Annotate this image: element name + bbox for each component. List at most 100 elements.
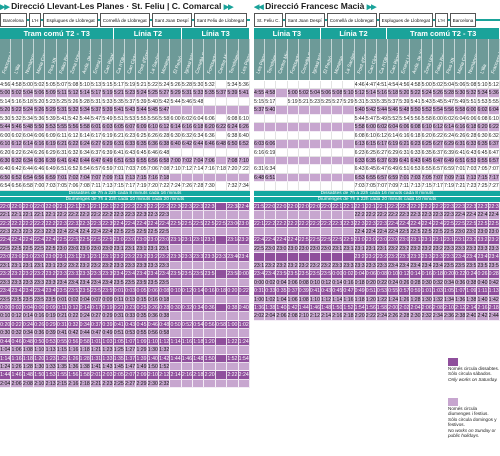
time-cell: 1:11 xyxy=(477,287,489,296)
time-cell xyxy=(276,148,288,157)
time-cell: 6:24 xyxy=(22,148,35,157)
time-cell: 6:15 xyxy=(365,140,377,149)
time-cell: 6:32 xyxy=(488,131,500,141)
time-cell: 2:30 xyxy=(147,379,160,389)
time-cell: 6:50 xyxy=(227,140,239,149)
time-cell: 23:27 xyxy=(376,253,389,262)
time-cell: 5:27 xyxy=(159,89,171,98)
time-cell: 6:22 xyxy=(11,148,23,157)
time-cell: 1:58 xyxy=(376,303,389,313)
time-cell: 5:34 xyxy=(22,114,35,124)
table-row: 21:5922:0022:0122:0322:0522:0722:0922:11… xyxy=(254,202,500,212)
time-cell: 23:39 xyxy=(102,270,114,279)
time-cell: 0:12 xyxy=(181,287,194,296)
time-cell: 1:28 xyxy=(79,354,91,363)
time-cell: 6:00 xyxy=(0,131,12,141)
stop-column-header: Centre Miquel xyxy=(276,39,288,81)
time-cell: 5:34 xyxy=(79,106,91,115)
time-cell: 2:44 xyxy=(488,312,500,321)
time-cell: 1:44 xyxy=(298,303,310,313)
time-cell: 1:48 xyxy=(321,303,333,313)
time-cell: 1:08 xyxy=(298,295,310,304)
time-cell: 6:36 xyxy=(204,131,216,141)
timetable-grid-morning: 4:46 4:47 4:51 4:54 4:56 4:58 5:00 5:02 5:04 5:06… xyxy=(254,81,500,191)
time-cell: 4:58 xyxy=(11,81,23,90)
time-cell: 5:49 xyxy=(376,114,389,124)
time-cell: 23:55 xyxy=(136,278,148,288)
time-cell: 6:31 xyxy=(113,140,125,149)
time-cell: 22:19 xyxy=(376,202,389,212)
time-cell: 1:36 xyxy=(254,303,266,313)
time-cell: 0:34 xyxy=(79,320,91,330)
time-cell: 22:45 xyxy=(136,219,148,228)
time-cell: 6:16 xyxy=(399,131,411,141)
time-cell: 23:41 xyxy=(113,270,125,279)
time-cell xyxy=(204,106,216,115)
time-cell: 6:03 xyxy=(254,140,266,149)
stop-column-header: Cornellà Centre xyxy=(193,39,205,81)
time-cell: 22:04 xyxy=(22,202,35,212)
time-cell: 6:22 xyxy=(215,123,228,132)
stop-name: Palau Reial xyxy=(435,49,444,75)
time-cell: 22:58 xyxy=(159,228,171,237)
time-cell: 5:17 xyxy=(265,97,277,107)
time-cell: 6:59 xyxy=(45,173,57,183)
stop-name: Numància xyxy=(25,52,35,75)
time-cell: 6:04 xyxy=(488,106,500,115)
time-cell: 5:16 xyxy=(11,97,23,107)
station-box: Cornellà de Llobregat xyxy=(326,13,377,27)
time-cell xyxy=(298,123,310,132)
time-cell: 1:26 xyxy=(399,295,411,304)
time-cell: 6:47 xyxy=(90,156,103,166)
time-cell: 2:16 xyxy=(68,379,80,389)
time-cell xyxy=(170,148,182,157)
time-cell: 5:27 xyxy=(332,97,344,107)
time-cell: 23:02 xyxy=(11,253,23,262)
table-row: 6:00 6:02 6:04 6:06 6:09 6:11 6:12 6:14 6:17 6:19… xyxy=(0,131,250,141)
time-cell: 7:00 xyxy=(170,156,182,166)
time-cell: 0:44 xyxy=(79,329,91,338)
time-cell: 0:18 xyxy=(354,278,366,288)
time-cell xyxy=(343,253,355,262)
time-cell xyxy=(238,173,250,183)
time-cell: 22:09 xyxy=(321,202,333,212)
time-cell: 23:32 xyxy=(181,253,194,262)
time-cell: 6:50 xyxy=(0,173,12,183)
time-cell: 0:55 xyxy=(56,337,69,347)
time-cell: 22:47 xyxy=(488,211,500,220)
time-cell xyxy=(287,114,299,124)
time-cell: 5:34 xyxy=(477,89,489,98)
time-cell: 22:47 xyxy=(376,228,389,237)
time-cell: 1:22 xyxy=(227,337,239,347)
time-cell: 0:45 xyxy=(136,320,148,330)
time-cell: 6:55 xyxy=(477,156,489,166)
time-cell: 1:44 xyxy=(170,354,182,363)
time-cell: 0:38 xyxy=(227,303,239,313)
time-cell: 22:55 xyxy=(466,219,478,228)
time-cell: 6:46 xyxy=(147,148,160,157)
time-cell: 22:53 xyxy=(455,219,467,228)
time-cell: 5:50 xyxy=(34,123,46,132)
time-cell: 22:06 xyxy=(34,202,46,212)
time-cell: 2:26 xyxy=(388,312,400,321)
time-cell xyxy=(204,173,216,183)
stop-column-header: Fontsanta xyxy=(204,39,216,81)
time-cell: 5:35 xyxy=(204,89,216,98)
time-cell: 5:10 xyxy=(477,81,489,90)
station-box: L'H xyxy=(434,13,448,27)
time-cell: 22:25 xyxy=(136,202,148,212)
time-cell: 6:12 xyxy=(68,131,80,141)
time-cell: 2:42 xyxy=(477,312,489,321)
table-row: 1:00 1:02 1:04 1:06 1:08 1:10 1:12 1:14 1:16 1:18… xyxy=(254,295,500,304)
time-cell: 5:31 xyxy=(90,97,103,107)
time-cell xyxy=(204,278,216,288)
time-cell: 1:46 xyxy=(11,371,23,380)
time-cell: 7:24 xyxy=(170,182,182,191)
stop-name: Palau Reial xyxy=(59,49,69,75)
time-cell xyxy=(276,140,288,149)
time-cell: 22:47 xyxy=(421,219,433,228)
time-cell: 1:09 xyxy=(136,337,148,347)
time-cell: 0:04 xyxy=(79,295,91,304)
time-cell: 7:20 xyxy=(227,165,239,174)
time-cell: 1:47 xyxy=(124,363,137,372)
